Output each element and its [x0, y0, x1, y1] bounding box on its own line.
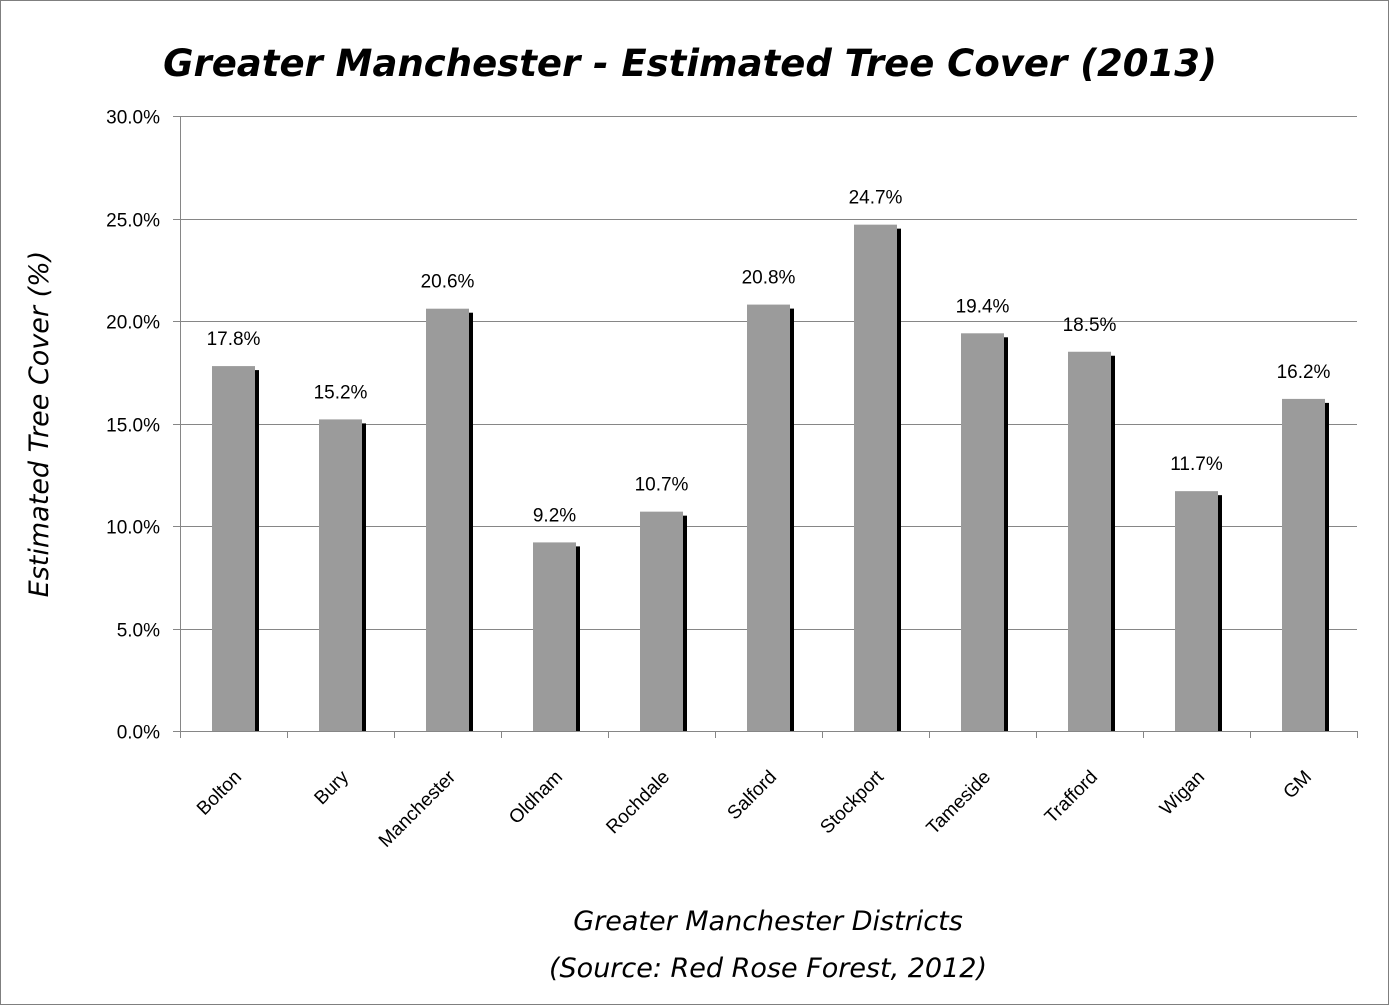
x-axis-ticks: Bolton Bury Manchester Oldham Rochdale Salfor… [193, 766, 1316, 852]
data-label: 18.5% [1063, 315, 1117, 336]
x-tick-label: Wigan [1156, 767, 1209, 820]
bar-manchester [426, 308, 469, 731]
x-tick-label: Oldham [505, 767, 567, 829]
bar-bury [319, 419, 362, 731]
x-axis-title: Greater Manchester Districts [573, 906, 963, 937]
bar-bolton [212, 366, 255, 731]
gridlines [180, 116, 1357, 630]
bar-trafford [1068, 351, 1111, 731]
bar-stockport [854, 224, 897, 731]
axes [180, 116, 1358, 738]
bar-rochdale [640, 511, 683, 731]
data-label: 19.4% [956, 296, 1010, 317]
data-label: 9.2% [533, 505, 576, 526]
x-tick-label: Bolton [193, 767, 246, 820]
data-label: 11.7% [1170, 454, 1223, 475]
y-axis-ticks: 0.0% 5.0% 10.0% 15.0% 20.0% 25.0% 30.0% [106, 108, 180, 744]
data-label: 16.2% [1277, 362, 1331, 383]
x-tick-label: Manchester [375, 766, 461, 852]
data-label: 15.2% [314, 382, 368, 403]
y-tick-label: 15.0% [106, 416, 160, 437]
bar-salford [747, 304, 790, 731]
bars [212, 224, 1329, 731]
bar-gm [1282, 398, 1325, 731]
y-tick-label: 25.0% [106, 211, 160, 232]
data-label: 10.7% [635, 475, 689, 496]
bar-oldham [533, 542, 576, 731]
data-labels: 17.8% 15.2% 20.6% 9.2% 10.7% 20.8% 24.7% 19.4% 1… [207, 188, 1331, 527]
y-tick-label: 5.0% [117, 621, 160, 642]
x-tick-label: Salford [724, 767, 781, 824]
bar-wigan [1175, 491, 1218, 731]
x-axis-source: (Source: Red Rose Forest, 2012) [549, 953, 987, 984]
data-label: 20.8% [742, 268, 796, 289]
y-tick-label: 0.0% [117, 723, 160, 744]
x-tick-label: Tameside [923, 767, 995, 839]
x-tick-label: Rochdale [602, 767, 674, 839]
y-axis-title: Estimated Tree Cover (%) [24, 251, 55, 598]
x-tick-label: Bury [311, 766, 354, 809]
data-label: 24.7% [849, 188, 903, 209]
data-label: 20.6% [421, 272, 475, 293]
x-tick-label: Stockport [816, 766, 888, 838]
bar-tameside [961, 333, 1004, 731]
x-tick-label: GM [1280, 767, 1316, 803]
y-tick-label: 10.0% [106, 518, 160, 539]
x-tick-label: Trafford [1041, 767, 1102, 828]
y-tick-label: 30.0% [106, 108, 160, 129]
y-tick-label: 20.0% [106, 313, 160, 334]
chart-title: Greater Manchester - Estimated Tree Cove… [163, 42, 1217, 85]
data-label: 17.8% [207, 329, 261, 350]
